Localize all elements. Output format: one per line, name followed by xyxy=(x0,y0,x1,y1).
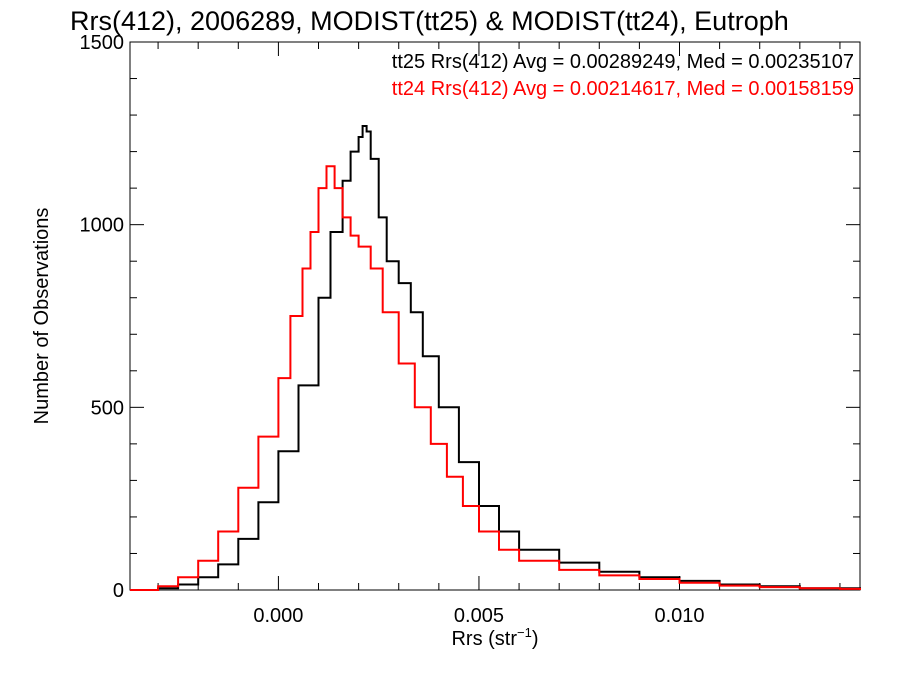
y-axis-label: Number of Observations xyxy=(31,208,53,425)
axis-ticks xyxy=(130,41,860,591)
y-tick-labels: 0 500 1000 1500 xyxy=(80,32,125,602)
chart-title: Rrs(412), 2006289, MODIST(tt25) & MODIST… xyxy=(70,6,789,36)
series-layer xyxy=(130,125,861,591)
series-line-tt25 xyxy=(130,125,861,591)
y-tick-label: 0 xyxy=(113,580,124,602)
plot-frame xyxy=(129,41,861,591)
series-line-tt24 xyxy=(130,165,861,591)
legend: tt25 Rrs(412) Avg = 0.00289249, Med = 0.… xyxy=(392,51,854,100)
x-axis-label-end: ) xyxy=(532,628,539,650)
y-tick-label: 1500 xyxy=(80,32,125,54)
x-tick-label: 0.005 xyxy=(454,605,504,627)
legend-entry-tt24: tt24 Rrs(412) Avg = 0.00214617, Med = 0.… xyxy=(392,78,854,100)
x-tick-label: 0.000 xyxy=(253,605,303,627)
y-tick-label: 500 xyxy=(91,397,124,419)
x-tick-labels: 0.000 0.005 0.010 xyxy=(253,605,704,627)
legend-entry-tt25: tt25 Rrs(412) Avg = 0.00289249, Med = 0.… xyxy=(392,51,854,73)
x-axis-label-sup: −1 xyxy=(517,625,532,640)
x-tick-label: 0.010 xyxy=(654,605,704,627)
x-axis-label: Rrs (str−1) xyxy=(451,625,538,650)
y-tick-label: 1000 xyxy=(80,215,125,237)
